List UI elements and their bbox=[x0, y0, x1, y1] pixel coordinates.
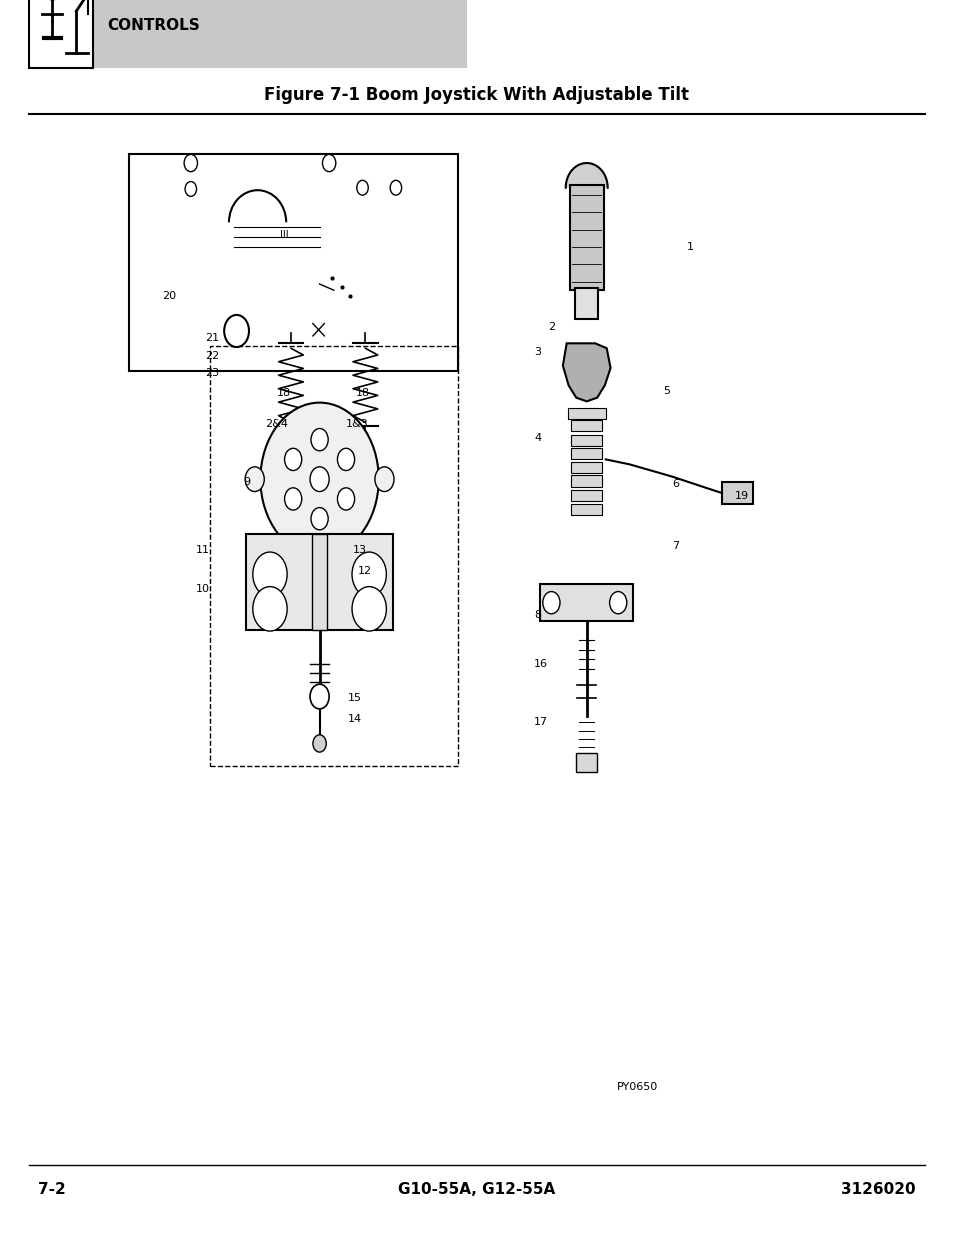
Text: 22: 22 bbox=[205, 351, 219, 361]
Circle shape bbox=[337, 488, 355, 510]
Circle shape bbox=[609, 592, 626, 614]
Bar bbox=[571, 435, 601, 446]
Circle shape bbox=[253, 552, 287, 597]
Text: 5: 5 bbox=[662, 387, 669, 396]
Circle shape bbox=[542, 592, 559, 614]
Bar bbox=[312, 534, 327, 630]
Text: 3126020: 3126020 bbox=[841, 1182, 915, 1197]
Circle shape bbox=[313, 735, 326, 752]
Circle shape bbox=[284, 448, 301, 471]
Circle shape bbox=[224, 315, 249, 347]
Circle shape bbox=[311, 429, 328, 451]
Text: 13: 13 bbox=[353, 545, 367, 555]
Circle shape bbox=[375, 467, 394, 492]
Text: 14: 14 bbox=[348, 714, 362, 724]
Bar bbox=[539, 584, 633, 621]
Text: III: III bbox=[279, 230, 289, 240]
Text: PY0650: PY0650 bbox=[616, 1082, 658, 1092]
Text: 1: 1 bbox=[686, 242, 693, 252]
Text: 18: 18 bbox=[276, 388, 291, 398]
Bar bbox=[576, 753, 597, 772]
Bar bbox=[567, 408, 605, 419]
Circle shape bbox=[352, 587, 386, 631]
Text: 11: 11 bbox=[195, 545, 210, 555]
Circle shape bbox=[337, 448, 355, 471]
Circle shape bbox=[253, 587, 287, 631]
Bar bbox=[571, 462, 601, 473]
Text: 7-2: 7-2 bbox=[38, 1182, 66, 1197]
Bar bbox=[210, 346, 457, 766]
Text: Figure 7-1 Boom Joystick With Adjustable Tilt: Figure 7-1 Boom Joystick With Adjustable… bbox=[264, 85, 689, 104]
Bar bbox=[571, 504, 601, 515]
Text: 18: 18 bbox=[355, 388, 370, 398]
Text: 23: 23 bbox=[205, 368, 219, 378]
Text: 10: 10 bbox=[195, 584, 210, 594]
Bar bbox=[29, 0, 93, 68]
Text: 19: 19 bbox=[734, 492, 748, 501]
Text: 3: 3 bbox=[534, 347, 540, 357]
Circle shape bbox=[352, 552, 386, 597]
Circle shape bbox=[284, 488, 301, 510]
Text: 7: 7 bbox=[672, 541, 679, 551]
Circle shape bbox=[311, 508, 328, 530]
Bar bbox=[575, 288, 598, 319]
Bar bbox=[571, 490, 601, 501]
Bar bbox=[571, 420, 601, 431]
Text: CONTROLS: CONTROLS bbox=[107, 19, 199, 33]
Circle shape bbox=[310, 684, 329, 709]
Text: 2: 2 bbox=[548, 322, 555, 332]
Text: 12: 12 bbox=[357, 566, 372, 576]
Circle shape bbox=[260, 403, 378, 556]
Text: 20: 20 bbox=[162, 291, 176, 301]
Text: G10-55A, G12-55A: G10-55A, G12-55A bbox=[398, 1182, 555, 1197]
Bar bbox=[246, 534, 393, 630]
Text: 17: 17 bbox=[534, 718, 548, 727]
Circle shape bbox=[310, 467, 329, 492]
Bar bbox=[257, 551, 381, 578]
Text: 4: 4 bbox=[534, 433, 540, 443]
Text: 8: 8 bbox=[534, 610, 540, 620]
Text: 9: 9 bbox=[243, 477, 250, 487]
Bar bbox=[569, 185, 603, 290]
Text: 1&3: 1&3 bbox=[345, 419, 368, 429]
Circle shape bbox=[245, 467, 264, 492]
Bar bbox=[721, 482, 752, 504]
Text: 2&4: 2&4 bbox=[265, 419, 288, 429]
Text: 16: 16 bbox=[534, 659, 548, 669]
Text: 6: 6 bbox=[672, 479, 679, 489]
Bar bbox=[571, 475, 601, 487]
Polygon shape bbox=[562, 343, 610, 401]
Bar bbox=[29, 0, 467, 68]
Text: 21: 21 bbox=[205, 333, 219, 343]
Text: 15: 15 bbox=[348, 693, 362, 703]
Bar bbox=[129, 154, 457, 370]
Bar bbox=[571, 448, 601, 459]
